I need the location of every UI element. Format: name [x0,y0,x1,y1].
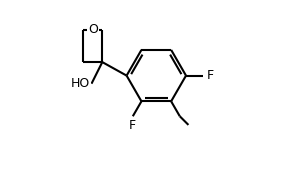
Text: HO: HO [70,77,90,90]
Text: F: F [129,119,137,132]
Text: F: F [207,69,214,82]
Text: O: O [88,23,98,36]
